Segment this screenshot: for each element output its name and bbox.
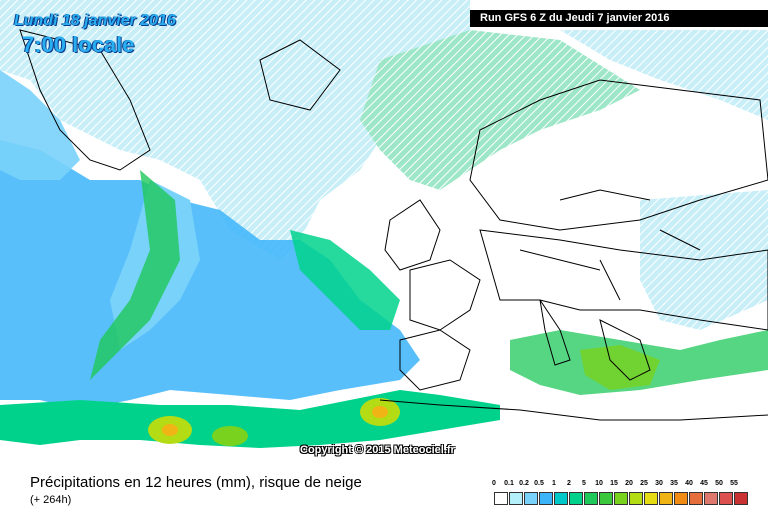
scale-swatch	[704, 492, 718, 505]
scale-tick-label: 1	[552, 480, 556, 487]
scale-tick-label: 40	[685, 480, 693, 487]
scale-tick-label: 0	[492, 480, 496, 487]
scale-swatch	[599, 492, 613, 505]
scale-swatch	[494, 492, 508, 505]
precip-zone-arctic	[560, 30, 768, 120]
scale-swatch	[734, 492, 748, 505]
scale-tick-label: 10	[595, 480, 603, 487]
model-run-label: Run GFS 6 Z du Jeudi 7 janvier 2016	[470, 10, 768, 27]
scale-swatch	[539, 492, 553, 505]
forecast-time: 7:00 locale	[22, 32, 135, 57]
scale-swatch	[509, 492, 523, 505]
scale-swatch	[659, 492, 673, 505]
scale-tick-label: 5	[582, 480, 586, 487]
legend-title: Précipitations en 12 heures (mm), risque…	[30, 474, 362, 491]
precip-zone-norwegian-sea	[360, 30, 640, 190]
scale-swatch	[614, 492, 628, 505]
precip-zone-east-europe	[640, 190, 768, 330]
precip-zone-balkans	[580, 345, 660, 390]
forecast-date: Lundi 18 janvier 2016	[14, 12, 176, 29]
scale-tick-label: 15	[610, 480, 618, 487]
scale-tick-label: 25	[640, 480, 648, 487]
precip-core-east-center	[372, 406, 388, 418]
scale-tick-label: 45	[700, 480, 708, 487]
scale-tick-label: 55	[730, 480, 738, 487]
scale-swatch	[674, 492, 688, 505]
coastlines	[19, 29, 768, 421]
scale-swatch	[644, 492, 658, 505]
precip-zone-green-band	[90, 170, 180, 380]
precip-core-mid	[212, 426, 248, 446]
scale-swatch	[569, 492, 583, 505]
precip-zone-north-atlantic	[0, 0, 470, 260]
scale-swatch	[629, 492, 643, 505]
scale-tick-label: 0.1	[504, 480, 514, 487]
scale-tick-label: 50	[715, 480, 723, 487]
scale-tick-label: 2	[567, 480, 571, 487]
scale-swatch	[554, 492, 568, 505]
scale-swatch	[719, 492, 733, 505]
scale-swatch	[524, 492, 538, 505]
scale-tick-label: 30	[655, 480, 663, 487]
precip-zone-biscay	[290, 230, 400, 330]
legend-footer	[0, 470, 768, 512]
scale-swatch	[689, 492, 703, 505]
legend-subtitle: (+ 264h)	[30, 494, 72, 506]
scale-swatch	[584, 492, 598, 505]
precipitation-map	[0, 0, 768, 448]
scale-tick-label: 0.5	[534, 480, 544, 487]
copyright-text: Copyright © 2015 Meteociel.fr	[300, 444, 455, 456]
scale-tick-label: 20	[625, 480, 633, 487]
scale-tick-label: 0.2	[519, 480, 529, 487]
precip-core-west-center	[162, 424, 178, 436]
precip-color-scale: 0 0.1 0.2 0.5 1 2 5 10 15 20 25 30 35 40 45 50 55	[492, 480, 754, 510]
scale-tick-label: 35	[670, 480, 678, 487]
precip-zone-atlantic-light	[0, 70, 80, 180]
